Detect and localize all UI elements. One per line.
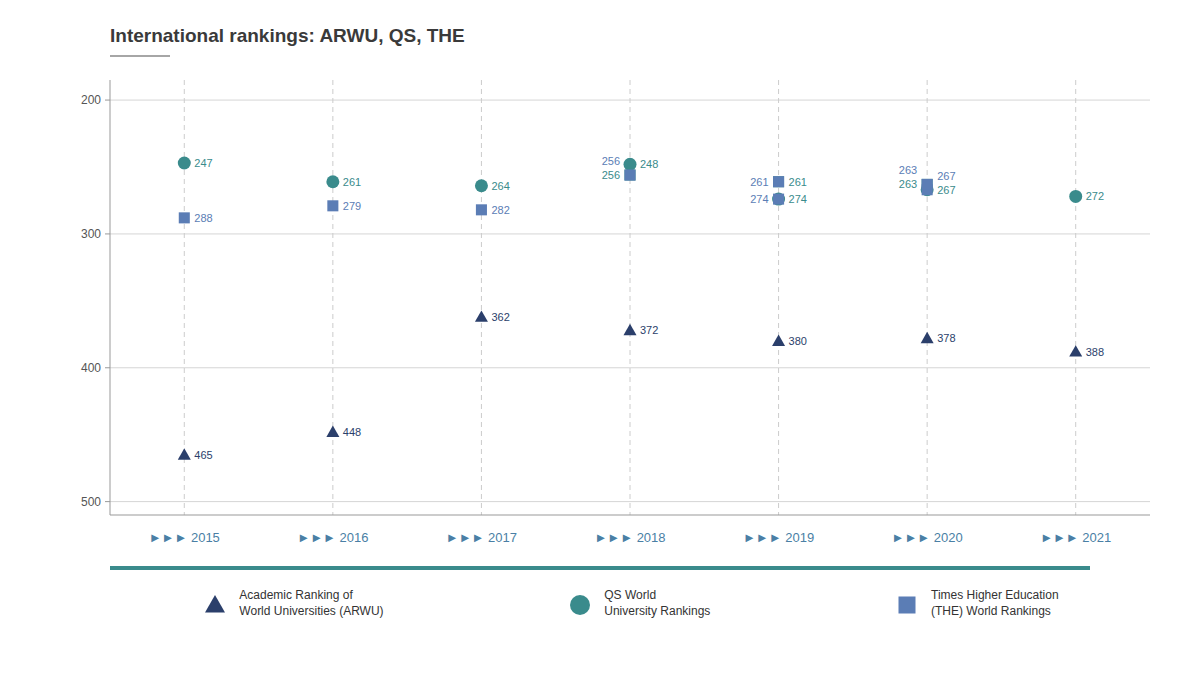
legend-item: Academic Ranking of World Universities (… <box>201 588 383 619</box>
data-label: 263 <box>899 164 917 176</box>
category-guide <box>778 80 779 515</box>
marker-triangle <box>921 332 934 343</box>
category-label: ►►► 2021 <box>1040 530 1111 545</box>
category-guide <box>630 80 631 515</box>
category-guide <box>1075 80 1076 515</box>
category-label: ►►► 2017 <box>446 530 517 545</box>
data-label: 263 <box>899 178 917 190</box>
data-label: 256 <box>602 155 620 167</box>
legend-swatch <box>893 590 921 618</box>
marker-circle <box>624 158 637 171</box>
marker-triangle <box>475 310 488 321</box>
grid <box>110 80 1150 515</box>
tick-mark <box>105 233 110 234</box>
category-label: ►►► 2019 <box>743 530 814 545</box>
data-label: 274 <box>750 193 768 205</box>
data-label: 388 <box>1086 346 1104 358</box>
marker-circle <box>326 175 339 188</box>
data-label: 261 <box>750 176 768 188</box>
legend: Academic Ranking of World Universities (… <box>110 588 1150 619</box>
data-label: 247 <box>194 157 212 169</box>
tick-mark <box>105 367 110 368</box>
legend-label: Times Higher Education (THE) World Ranki… <box>931 588 1059 619</box>
marker-square <box>773 194 784 205</box>
category-label: ►►► 2018 <box>594 530 665 545</box>
marker-square <box>922 179 933 190</box>
marker-square <box>922 179 933 190</box>
category-label: ►►► 2015 <box>149 530 220 545</box>
marker-triangle <box>178 448 191 459</box>
marker-square <box>773 176 784 187</box>
marker-square <box>476 204 487 215</box>
data-label: 261 <box>789 176 807 188</box>
legend-label: QS World University Rankings <box>604 588 710 619</box>
marker-circle <box>1069 190 1082 203</box>
legend-separator <box>110 566 1090 570</box>
tick-label: 200 <box>81 93 101 107</box>
data-label: 279 <box>343 200 361 212</box>
marker-triangle <box>1069 345 1082 356</box>
legend-label: Academic Ranking of World Universities (… <box>239 588 383 619</box>
marker-square <box>624 170 635 181</box>
category-guide <box>481 80 482 515</box>
title-underline <box>110 55 170 57</box>
marker-circle <box>570 595 590 615</box>
tick-label: 500 <box>81 495 101 509</box>
legend-swatch <box>566 590 594 618</box>
data-label: 465 <box>194 449 212 461</box>
marker-triangle <box>205 595 225 613</box>
tick-label: 300 <box>81 227 101 241</box>
marks <box>178 156 1082 459</box>
grid-line <box>110 501 1150 502</box>
marker-square <box>179 212 190 223</box>
legend-swatch <box>201 590 229 618</box>
category-guide <box>332 80 333 515</box>
marker-triangle <box>772 335 785 346</box>
data-label: 372 <box>640 324 658 336</box>
category-label: ►►► 2020 <box>892 530 963 545</box>
marker-square <box>327 200 338 211</box>
marker-circle <box>475 179 488 192</box>
marker-square <box>624 170 635 181</box>
data-label: 380 <box>789 335 807 347</box>
data-label: 378 <box>937 332 955 344</box>
data-label: 248 <box>640 158 658 170</box>
marker-circle <box>772 193 785 206</box>
marker-triangle <box>326 426 339 437</box>
x-axis-line <box>110 515 1150 516</box>
marker-square <box>773 176 784 187</box>
data-label: 448 <box>343 426 361 438</box>
data-label: 288 <box>194 212 212 224</box>
data-label: 282 <box>491 204 509 216</box>
title: International rankings: ARWU, QS, THE <box>110 25 465 46</box>
data-label: 362 <box>491 311 509 323</box>
data-label: 274 <box>789 193 807 205</box>
data-label: 256 <box>602 169 620 181</box>
data-label: 267 <box>937 170 955 182</box>
y-axis-line <box>110 80 111 515</box>
marker-square <box>899 596 916 613</box>
data-label: 261 <box>343 176 361 188</box>
data-label: 267 <box>937 184 955 196</box>
tick-mark <box>105 100 110 101</box>
category-label: ►►► 2016 <box>297 530 368 545</box>
legend-item: QS World University Rankings <box>566 588 710 619</box>
data-label: 272 <box>1086 190 1104 202</box>
tick-mark <box>105 501 110 502</box>
data-label: 264 <box>491 180 509 192</box>
data-labels: 465 448 362 372 380 378 388 247 261 264 248 274 267 2… <box>194 155 1104 461</box>
marker-triangle <box>624 324 637 335</box>
tick-label: 400 <box>81 361 101 375</box>
marker-circle <box>178 156 191 169</box>
legend-item: Times Higher Education (THE) World Ranki… <box>893 588 1059 619</box>
category-guide <box>927 80 928 515</box>
